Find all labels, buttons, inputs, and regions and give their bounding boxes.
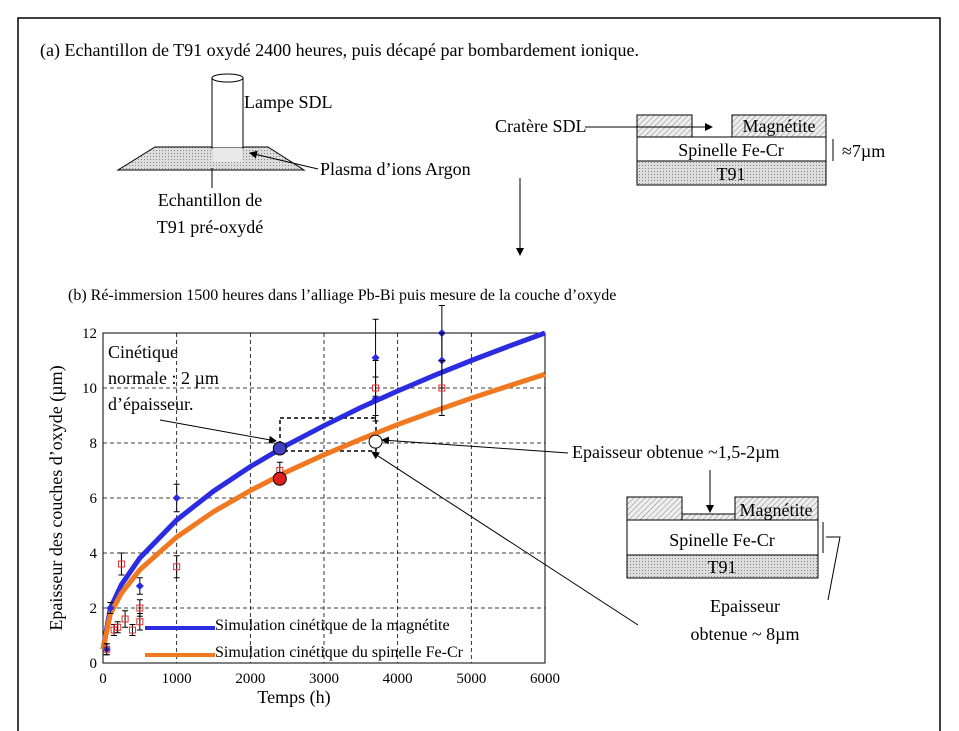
magnetite-layer xyxy=(681,513,736,521)
point xyxy=(136,604,144,612)
lamp xyxy=(211,77,244,149)
x-tick-label: 2000 xyxy=(235,671,265,687)
plasma-label: Plasma d’ions Argon xyxy=(320,159,471,179)
x-tick-label: 1000 xyxy=(162,671,192,687)
error-bar xyxy=(114,621,121,634)
point xyxy=(371,353,380,362)
x-tick-label: 4000 xyxy=(383,671,413,687)
point xyxy=(135,582,144,590)
lamp-top xyxy=(211,73,244,83)
y-tick-label: 12 xyxy=(82,326,97,342)
thickness-label: obtenue ~ 8µm xyxy=(690,624,799,644)
arrow xyxy=(159,419,277,444)
error-bar xyxy=(103,643,110,656)
annotation: d’épaisseur. xyxy=(108,394,193,414)
point xyxy=(103,645,111,653)
chart: 0 2 4 6 8 10 12 0 1000 2000 3000 4000 5000 6000 Temps … xyxy=(46,305,560,708)
sample-label: T91 pré-oxydé xyxy=(157,217,263,237)
line xyxy=(100,371,546,650)
error-bar xyxy=(129,624,136,636)
x-axis-label: Temps (h) xyxy=(257,687,330,708)
annotation: Cinétique xyxy=(108,342,178,362)
error-bar xyxy=(173,555,180,579)
y-tick-label: 6 xyxy=(90,491,98,507)
plasma xyxy=(213,148,242,162)
layer-label: T91 xyxy=(717,164,746,184)
error-bar xyxy=(372,360,379,416)
x-tick-label: 6000 xyxy=(530,671,560,687)
point xyxy=(372,384,380,392)
lamp-label: Lampe SDL xyxy=(244,92,332,112)
x-tick-label: 3000 xyxy=(309,671,339,687)
layer-label: Spinelle Fe-Cr xyxy=(678,140,784,160)
thickness-label: ≈7µm xyxy=(842,141,885,161)
y-tick-label: 8 xyxy=(90,436,98,452)
error-bar xyxy=(136,613,143,631)
point xyxy=(172,494,181,502)
point xyxy=(272,441,287,456)
point xyxy=(136,618,144,626)
y-tick-label: 4 xyxy=(90,546,98,562)
y-axis-label: Epaisseur des couches d’oxyde (µm) xyxy=(46,365,67,630)
annotation: normale : 2 µm xyxy=(108,368,219,388)
arrow xyxy=(249,150,319,170)
point xyxy=(114,623,122,631)
y-tick-label: 10 xyxy=(82,381,97,397)
point xyxy=(128,626,136,634)
legend-label: Simulation cinétique de la magnétite xyxy=(215,617,450,634)
point xyxy=(121,615,129,623)
point xyxy=(438,384,446,392)
layer-label: T91 xyxy=(708,557,737,577)
point xyxy=(173,563,181,571)
frame xyxy=(17,17,941,731)
annotation: Epaisseur obtenue ~1,5-2µm xyxy=(572,442,780,462)
panel-b-title: (b) Ré-immersion 1500 heures dans l’alli… xyxy=(68,287,616,304)
legend-label: Simulation cinétique du spinelle Fe-Cr xyxy=(215,644,464,661)
sample-plate xyxy=(116,146,306,171)
base-layer xyxy=(626,554,819,579)
error-bar xyxy=(118,552,125,576)
arrow xyxy=(381,436,569,454)
panel-a-title: (a) Echantillon de T91 oxydé 2400 heures… xyxy=(40,40,639,61)
y-tick-label: 2 xyxy=(90,601,98,617)
line xyxy=(100,330,546,650)
crater-label: Cratère SDL xyxy=(495,116,586,136)
layer-label: Magnétite xyxy=(743,116,816,136)
thickness-label: Epaisseur xyxy=(710,596,780,616)
point xyxy=(272,471,287,486)
magnetite-layer xyxy=(626,496,683,521)
leader xyxy=(826,536,841,601)
x-tick-label: 5000 xyxy=(456,671,486,687)
y-tick-label: 0 xyxy=(90,656,98,672)
sample-label: Echantillon de xyxy=(158,190,262,210)
error-bar xyxy=(438,360,445,416)
point xyxy=(117,560,125,568)
spinel-layer xyxy=(626,519,819,556)
layer-label: Magnétite xyxy=(740,500,813,520)
point xyxy=(106,604,115,612)
x-tick-label: 0 xyxy=(99,671,107,687)
layer-label: Spinelle Fe-Cr xyxy=(669,530,775,550)
base-layer xyxy=(636,160,827,186)
crater-layer xyxy=(636,114,693,138)
point xyxy=(368,434,383,449)
error-bar xyxy=(122,610,129,628)
arrow xyxy=(371,451,639,626)
